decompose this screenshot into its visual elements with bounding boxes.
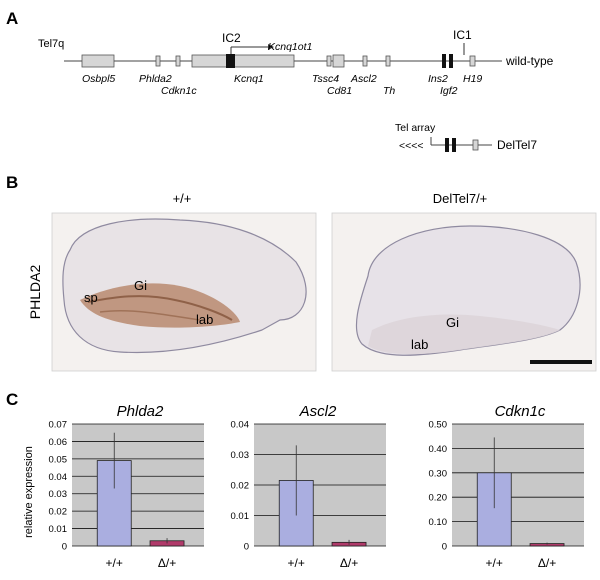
ins2-box (442, 54, 446, 68)
panel-c-letter: C (6, 390, 18, 409)
ic2-label: IC2 (222, 31, 241, 45)
chart-phlda2-category-label: +/+ (106, 556, 123, 570)
kcnq1ot1-label: Kcnq1ot1 (268, 41, 312, 53)
chart-cdkn1c-tick-label: 0.10 (429, 517, 448, 528)
chart-ascl2-title: Ascl2 (299, 403, 337, 420)
chart-cdkn1c-tick-label: 0.30 (429, 468, 448, 479)
del-ins2-box (445, 138, 449, 152)
label-gi-left: Gi (134, 278, 147, 293)
chart-ascl2-tick-label: 0.03 (231, 450, 250, 461)
chart-cdkn1c-tick-label: 0 (442, 542, 447, 553)
chart-cdkn1c-tick-label: 0.20 (429, 493, 448, 504)
kcnq1-box (191, 54, 295, 68)
stain-vessels-2 (99, 309, 201, 321)
chart-phlda2-tick-label: 0.07 (49, 420, 68, 431)
osbpl5-box (81, 54, 115, 68)
chart-phlda2-tick-label: 0.03 (49, 489, 68, 500)
deltel7-map (430, 137, 492, 152)
stain-vessels (87, 295, 233, 321)
del-igf2-box (452, 138, 456, 152)
labyrinth-region-right (368, 314, 560, 355)
panel-a-letter: A (6, 9, 18, 28)
gene-label-kcnq1: Kcnq1 (234, 73, 264, 85)
chart-phlda2-tick-label: 0.06 (49, 437, 68, 448)
micrograph-wildtype (51, 212, 317, 372)
chart-phlda2-title: Phlda2 (117, 403, 164, 420)
cd81-box (332, 54, 345, 68)
phlda2-stain-region (80, 283, 240, 328)
chart-ascl2-category-label: +/+ (288, 556, 305, 570)
gene-label-tssc4: Tssc4 (312, 73, 339, 85)
igf2-box (449, 54, 453, 68)
gene-label-cd81: Cd81 (327, 85, 352, 97)
chart-phlda2-category-label: Δ/+ (158, 556, 176, 570)
chart-cdkn1c-category-label: +/+ (486, 556, 503, 570)
ic2-box (226, 54, 235, 68)
deltel7-label: DelTel7 (497, 138, 537, 152)
chart-cdkn1c-category-label: Δ/+ (538, 556, 556, 570)
scale-bar (530, 360, 592, 364)
stain-label: PHLDA2 (27, 265, 43, 320)
chart-ascl2-category-label: Δ/+ (340, 556, 358, 570)
gene-label-osbpl5: Osbpl5 (82, 73, 115, 85)
gene-label-phlda2: Phlda2 (139, 73, 172, 85)
right-genotype-label: DelTel7/+ (433, 191, 488, 206)
tssc4-box (326, 55, 332, 67)
arrowhead-icon (268, 44, 274, 50)
charts-group: 0.07 0.06 0.05 0.04 0.03 0.02 0.01 0 Phlda2 +/+ Δ/… (49, 403, 584, 570)
label-sp: sp (84, 290, 98, 305)
chart-cdkn1c-tick-label: 0.50 (429, 420, 448, 431)
chart-phlda2-tick-label: 0.04 (49, 472, 68, 483)
chart-phlda2-tick-label: 0.01 (49, 524, 68, 535)
chart-ascl2-tick-label: 0.01 (231, 511, 250, 522)
ascl2-box (362, 55, 368, 67)
chart-phlda2-plot-area (72, 424, 204, 546)
chart-ascl2-tick-label: 0 (244, 542, 249, 553)
gene-label-ins2: Ins2 (428, 73, 448, 85)
gene-label-h19: H19 (463, 73, 482, 85)
del-h19-box (472, 139, 479, 151)
chart-phlda2-tick-label: 0.05 (49, 454, 68, 465)
micrograph-deltel7 (331, 212, 597, 372)
left-genotype-label: +/+ (173, 191, 192, 206)
tel-array-label: Tel array (395, 122, 436, 134)
chart-ascl2-tick-label: 0.04 (231, 420, 250, 431)
wild-type-map (64, 43, 502, 68)
chart-cdkn1c-title: Cdkn1c (495, 403, 546, 420)
gene-label-ascl2: Ascl2 (350, 73, 377, 85)
gene-label-cdkn1c: Cdkn1c (161, 85, 197, 97)
wild-type-label: wild-type (505, 54, 554, 68)
chart-cdkn1c-plot-area (452, 424, 584, 546)
h19-box (469, 55, 476, 67)
chart-phlda2-tick-label: 0 (62, 542, 67, 553)
tel-array-arrows: <<<< (399, 140, 424, 152)
phlda2-box (155, 55, 161, 67)
chart-phlda2-tick-label: 0.02 (49, 507, 68, 518)
y-axis-label: relative expression (23, 446, 35, 538)
label-lab-right: lab (411, 337, 428, 352)
cdkn1c-box (175, 55, 181, 67)
th-box (385, 55, 391, 67)
panel-b-letter: B (6, 173, 18, 192)
label-gi-right: Gi (446, 315, 459, 330)
ic1-label: IC1 (453, 28, 472, 42)
chart-cdkn1c-tick-label: 0.40 (429, 444, 448, 455)
chart-ascl2-tick-label: 0.02 (231, 481, 250, 492)
gene-label-th: Th (383, 85, 395, 97)
gene-label-igf2: Igf2 (440, 85, 458, 97)
label-lab-left: lab (196, 312, 213, 327)
chromosome-label: Tel7q (38, 38, 64, 50)
